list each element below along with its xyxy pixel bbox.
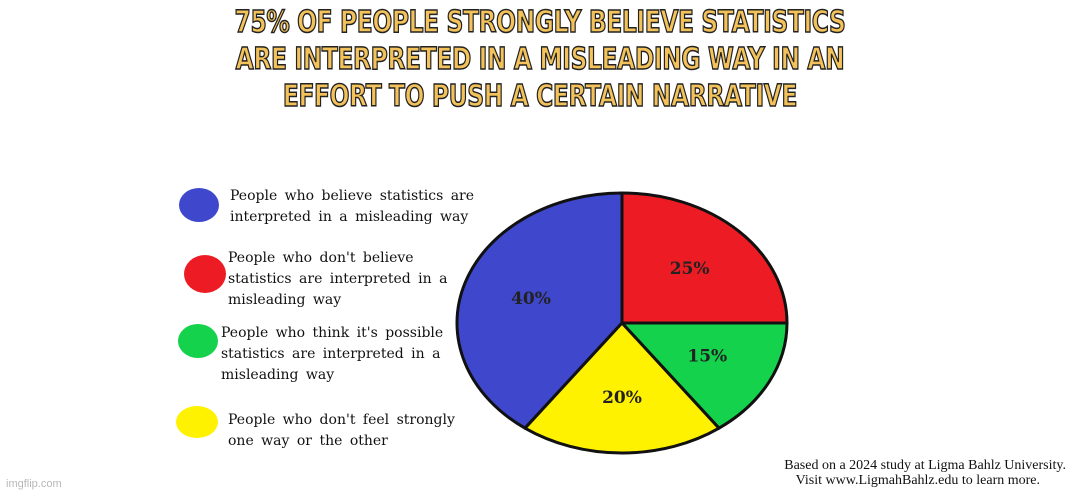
legend-swatch: [176, 406, 218, 438]
slice-label: 20%: [602, 388, 642, 408]
footnote: Visit www.LigmahBahlz.edu to learn more.: [795, 473, 1040, 488]
slice-label: 25%: [670, 259, 710, 279]
slice-label: 40%: [511, 289, 551, 309]
title-line: ARE INTERPRETED IN A MISLEADING WAY IN A…: [235, 42, 845, 78]
legend-label: People who think it's possible statistic…: [221, 325, 444, 383]
legend-label: People who don't feel strongly one way o…: [228, 412, 455, 449]
title-line: 75% OF PEOPLE STRONGLY BELIEVE STATISTIC…: [234, 5, 846, 41]
legend-label: People who believe statistics are interp…: [230, 188, 475, 225]
watermark: imgflip.com: [6, 478, 62, 490]
legend-swatch: [179, 188, 219, 222]
pie-slice: [455, 191, 624, 430]
footnote: Based on a 2024 study at Ligma Bahlz Uni…: [784, 458, 1066, 473]
legend-label: People who don't believe statistics are …: [228, 250, 448, 308]
legend-swatch: [184, 255, 226, 293]
pie-slice: [620, 191, 789, 325]
title-line: EFFORT TO PUSH A CERTAIN NARRATIVE: [282, 79, 798, 115]
pie-slice: [620, 321, 789, 430]
legend-swatch: [178, 324, 218, 358]
pie-slice: [523, 321, 721, 455]
slice-label: 15%: [687, 347, 727, 367]
